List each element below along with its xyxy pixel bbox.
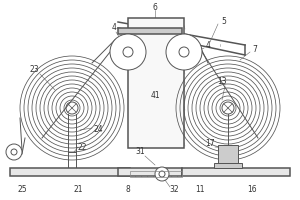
Bar	[118, 168, 182, 176]
Bar	[182, 168, 290, 176]
Circle shape	[110, 34, 146, 70]
Text: 6: 6	[153, 2, 158, 11]
Text: 31: 31	[135, 148, 145, 156]
Text: 8: 8	[126, 186, 130, 194]
Bar	[130, 171, 182, 177]
Text: 11: 11	[195, 186, 205, 194]
Circle shape	[155, 167, 169, 181]
Text: 4: 4	[112, 23, 116, 32]
Text: 7: 7	[253, 46, 257, 54]
Circle shape	[6, 144, 22, 160]
Text: 32: 32	[169, 186, 179, 194]
Bar	[214, 163, 242, 168]
Text: 4: 4	[206, 42, 210, 50]
Bar	[128, 18, 184, 148]
Bar	[10, 168, 130, 176]
Bar	[218, 145, 238, 163]
Text: 25: 25	[17, 186, 27, 194]
Text: 41: 41	[150, 90, 160, 99]
Bar	[118, 28, 182, 34]
Text: 17: 17	[205, 138, 215, 148]
Text: 21: 21	[73, 186, 83, 194]
Text: 16: 16	[247, 186, 257, 194]
Text: 13: 13	[217, 77, 227, 86]
Text: 23: 23	[29, 66, 39, 74]
Text: 24: 24	[93, 126, 103, 134]
Text: 22: 22	[77, 144, 87, 152]
Text: 5: 5	[222, 18, 226, 26]
Circle shape	[166, 34, 202, 70]
